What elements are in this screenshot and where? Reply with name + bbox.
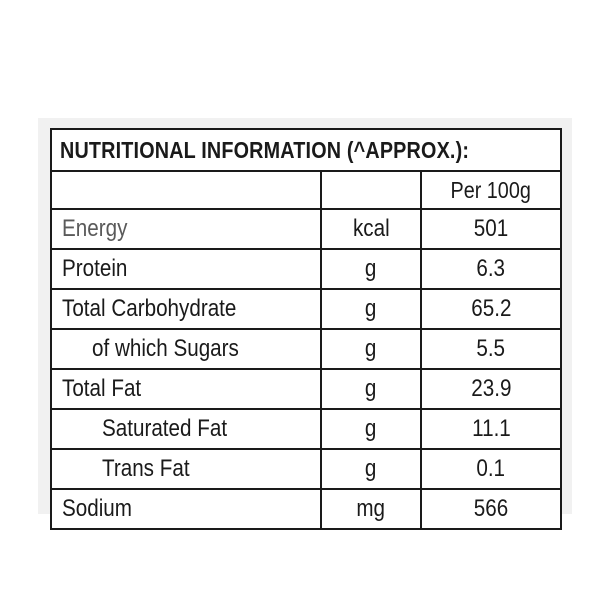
- nutrient-unit: g: [320, 288, 422, 330]
- nutrient-value: 6.3: [419, 248, 563, 290]
- header-per-100g: Per 100g: [419, 170, 563, 210]
- nutrient-value: 0.1: [419, 448, 563, 490]
- nutrient-value: 501: [419, 208, 563, 250]
- nutrition-facts-table: NUTRITIONAL INFORMATION (^APPROX.): Per …: [49, 128, 563, 530]
- nutrient-value: 566: [419, 488, 563, 530]
- nutrient-unit: mg: [320, 488, 422, 530]
- table-row: Total Fat g 23.9: [50, 368, 563, 410]
- table-row: of which Sugars g 5.5: [50, 328, 563, 370]
- nutrient-name-protein: Protein: [50, 248, 322, 290]
- nutrient-value: 23.9: [419, 368, 563, 410]
- nutrient-value: 11.1: [419, 408, 563, 450]
- nutrient-name-sugars: of which Sugars: [50, 328, 322, 370]
- nutrient-name-total-fat: Total Fat: [50, 368, 322, 410]
- table-row: Total Carbohydrate g 65.2: [50, 288, 563, 330]
- nutrient-value: 5.5: [419, 328, 563, 370]
- header-nutrient: [50, 170, 322, 210]
- nutrient-unit: g: [320, 248, 422, 290]
- nutrient-unit: g: [320, 408, 422, 450]
- nutrient-unit: g: [320, 368, 422, 410]
- table-row: Energy kcal 501: [50, 208, 563, 250]
- table-row: Saturated Fat g 11.1: [50, 408, 563, 450]
- title-row: NUTRITIONAL INFORMATION (^APPROX.):: [49, 128, 563, 172]
- table-row: Protein g 6.3: [50, 248, 563, 290]
- table-title: NUTRITIONAL INFORMATION (^APPROX.):: [49, 128, 563, 172]
- table-row: Sodium mg 566: [50, 488, 563, 530]
- nutrient-value: 65.2: [419, 288, 563, 330]
- nutrient-name-energy: Energy: [50, 208, 322, 250]
- nutrient-unit: g: [320, 448, 422, 490]
- header-unit: [320, 170, 422, 210]
- table-row: Trans Fat g 0.1: [50, 448, 563, 490]
- nutrient-name-sodium: Sodium: [50, 488, 322, 530]
- header-row: Per 100g: [50, 170, 563, 210]
- nutrient-name-total-carbohydrate: Total Carbohydrate: [50, 288, 322, 330]
- nutrient-name-saturated-fat: Saturated Fat: [50, 408, 322, 450]
- nutrient-unit: g: [320, 328, 422, 370]
- nutrient-name-trans-fat: Trans Fat: [50, 448, 322, 490]
- nutrient-unit: kcal: [320, 208, 422, 250]
